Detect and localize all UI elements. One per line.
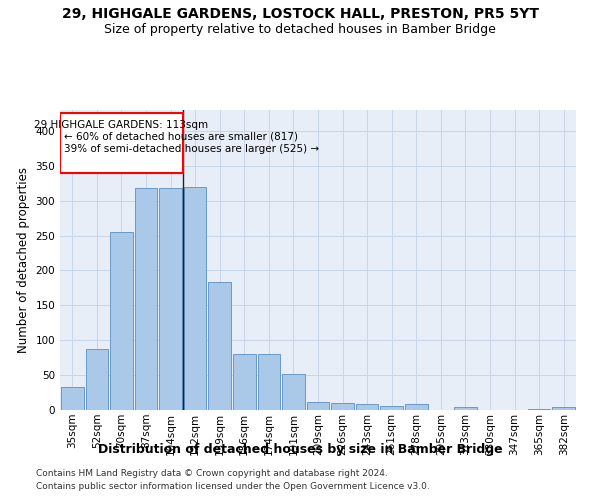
Bar xyxy=(184,186,206,410)
Text: Distribution of detached houses by size in Bamber Bridge: Distribution of detached houses by size … xyxy=(98,442,502,456)
Bar xyxy=(208,282,231,410)
Bar xyxy=(60,114,183,173)
Text: ← 60% of detached houses are smaller (817): ← 60% of detached houses are smaller (81… xyxy=(64,132,298,141)
Y-axis label: Number of detached properties: Number of detached properties xyxy=(17,167,30,353)
Bar xyxy=(405,404,428,410)
Text: 29, HIGHGALE GARDENS, LOSTOCK HALL, PRESTON, PR5 5YT: 29, HIGHGALE GARDENS, LOSTOCK HALL, PRES… xyxy=(62,8,539,22)
Bar xyxy=(233,354,256,410)
Bar xyxy=(61,387,83,410)
Bar xyxy=(86,350,108,410)
Bar xyxy=(159,188,182,410)
Text: Contains HM Land Registry data © Crown copyright and database right 2024.: Contains HM Land Registry data © Crown c… xyxy=(36,468,388,477)
Bar xyxy=(528,408,550,410)
Bar xyxy=(454,407,477,410)
Bar xyxy=(257,354,280,410)
Bar xyxy=(110,232,133,410)
Bar xyxy=(380,406,403,410)
Bar xyxy=(553,407,575,410)
Text: Contains public sector information licensed under the Open Government Licence v3: Contains public sector information licen… xyxy=(36,482,430,491)
Bar xyxy=(331,403,354,410)
Bar xyxy=(282,374,305,410)
Text: 39% of semi-detached houses are larger (525) →: 39% of semi-detached houses are larger (… xyxy=(64,144,319,154)
Text: 29 HIGHGALE GARDENS: 113sqm: 29 HIGHGALE GARDENS: 113sqm xyxy=(34,120,208,130)
Bar xyxy=(356,404,379,410)
Text: Size of property relative to detached houses in Bamber Bridge: Size of property relative to detached ho… xyxy=(104,22,496,36)
Bar xyxy=(307,402,329,410)
Bar xyxy=(134,188,157,410)
